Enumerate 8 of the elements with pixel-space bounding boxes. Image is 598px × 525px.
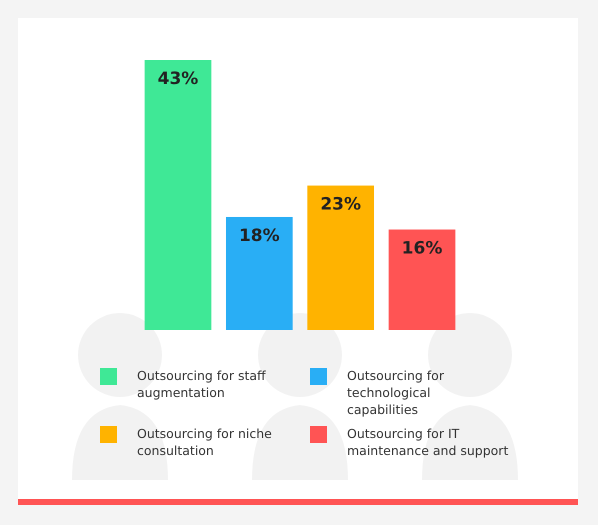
legend-label: Outsourcing for niche consultation — [137, 426, 272, 458]
data-label: 43% — [158, 69, 198, 89]
legend-label: Outsourcing for staff augmentation — [137, 368, 266, 400]
data-label: 16% — [402, 238, 442, 259]
data-label: 18% — [238, 226, 280, 246]
data-label: 23% — [320, 194, 362, 215]
legend-label: Outsourcing for IT maintenance and support — [347, 426, 508, 458]
legend-label: Outsourcing for technological capabilities — [347, 368, 445, 417]
